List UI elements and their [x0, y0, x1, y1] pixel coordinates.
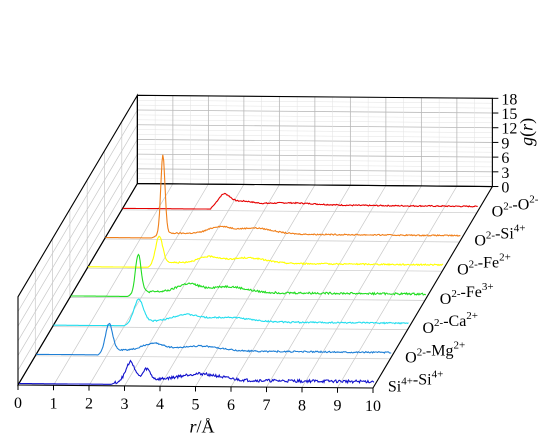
grid-line [53, 183, 174, 386]
grid-line [17, 153, 138, 356]
series-line-6 [36, 322, 392, 356]
x-tick-label: 10 [365, 398, 381, 415]
grid-line [35, 355, 391, 360]
series-label-4: O2--Fe3+ [440, 281, 494, 308]
z-tick-label: 12 [501, 121, 517, 138]
series-label-6: O2--Mg2+ [405, 339, 465, 366]
grid-line [266, 185, 387, 388]
grid-line [104, 238, 460, 243]
series-label-5: O2--Ca2+ [422, 310, 478, 337]
series-label-3: O2--Fe2+ [457, 252, 511, 279]
grid-line [17, 109, 138, 312]
grid-line [301, 185, 422, 388]
series-label-7: Si4+-Si4+ [388, 369, 443, 396]
grid-line [17, 168, 138, 371]
grid-line [52, 326, 408, 330]
series-line-1 [122, 192, 478, 210]
grid-line [124, 184, 245, 387]
grid-line [159, 184, 280, 387]
x-axis-ticks: 0 1 2 3 4 5 6 7 8 9 10 [14, 385, 381, 415]
z-tick-label: 3 [501, 165, 509, 182]
x-tick-label: 5 [192, 397, 200, 414]
series-lines [18, 154, 478, 385]
grid-line [17, 139, 138, 342]
series-label-1: O2--O2- [492, 193, 539, 220]
series-line-2 [105, 154, 461, 239]
grid-line [87, 267, 443, 272]
x-tick-label: 1 [50, 395, 58, 412]
x-axis-label: r/Å [190, 417, 215, 436]
z-tick-label: 0 [501, 180, 509, 197]
x-tick-label: 2 [85, 396, 93, 413]
x-tick-label: 0 [14, 395, 22, 412]
x-tick-label: 8 [298, 397, 306, 414]
grid [17, 94, 493, 389]
z-tick-label: 15 [501, 106, 517, 123]
x-tick-label: 3 [121, 396, 129, 413]
grid-line [337, 186, 458, 388]
grid-line [230, 185, 351, 387]
series-line-5 [53, 298, 409, 327]
series-label-2: O2--Si4+ [474, 223, 525, 250]
series-line-3 [88, 235, 444, 268]
grid-line [88, 183, 209, 386]
series-labels: O2--O2- O2--Si4+O2--Fe2+O2--Fe3+O2--Ca2+O… [388, 193, 539, 395]
grid-line [195, 184, 316, 387]
x-tick-label: 9 [334, 398, 342, 415]
grid-line [121, 209, 477, 214]
z-tick-label: 6 [501, 150, 509, 167]
z-tick-label: 18 [501, 91, 517, 108]
series-line-7 [18, 359, 375, 385]
z-tick-label: 9 [501, 135, 509, 152]
x-tick-label: 7 [263, 397, 271, 414]
grid-line [69, 297, 425, 301]
x-tick-label: 6 [227, 397, 235, 414]
x-tick-label: 4 [156, 396, 164, 413]
grid-line [17, 124, 138, 327]
z-axis-label: g(r) [516, 118, 537, 146]
series-line-4 [70, 253, 427, 297]
